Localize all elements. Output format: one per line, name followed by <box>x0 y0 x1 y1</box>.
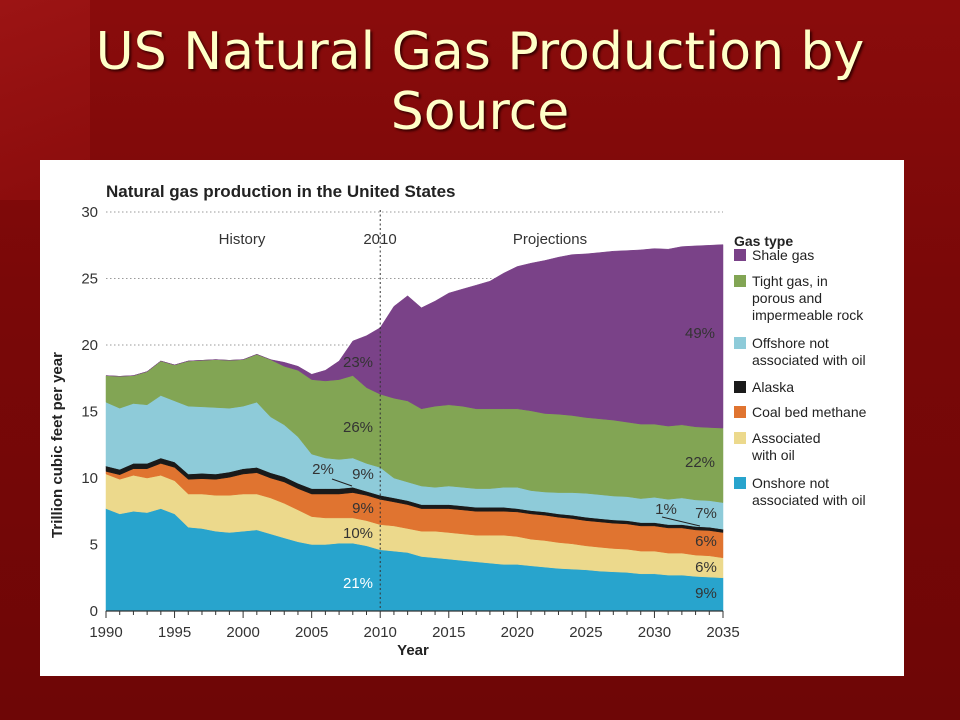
alaska-2010-leader-line <box>331 478 353 487</box>
slide-title-line-2: Source <box>390 82 570 142</box>
pct-2010-coalbed: 9% <box>352 500 374 517</box>
y-tick-label: 5 <box>90 537 98 554</box>
y-tick-label: 15 <box>81 404 98 421</box>
pct-2035-tight: 22% <box>685 454 715 471</box>
legend-swatch-associated <box>734 432 746 444</box>
pct-2035-shale: 49% <box>685 325 715 342</box>
y-tick-label: 30 <box>81 204 98 221</box>
legend-label-offshore: associated with oil <box>752 352 866 368</box>
pct-2035-alaska: 1% <box>655 501 677 518</box>
x-axis-label: Year <box>397 642 429 659</box>
percent-labels: 23% 26% 9% 2% 9% 10% 21% 49% 22% 7% 1% 6% 6% 9% <box>312 325 717 602</box>
pct-2010-offshore: 9% <box>352 466 374 483</box>
x-tick-label: 2035 <box>706 624 739 641</box>
legend-label-shale: Shale gas <box>752 247 814 263</box>
alaska-2035-leader-line <box>661 516 701 527</box>
pct-2035-coalbed: 6% <box>695 533 717 550</box>
legend-swatch-tight <box>734 275 746 287</box>
pct-2010-alaska: 2% <box>312 461 334 478</box>
pct-2035-offshore: 7% <box>695 505 717 522</box>
legend-label-tight: impermeable rock <box>752 307 864 323</box>
legend-label-associated: with oil <box>751 447 795 463</box>
legend-swatch-alaska <box>734 381 746 393</box>
x-tick-label: 2010 <box>364 624 397 641</box>
x-tick-label: 1995 <box>158 624 191 641</box>
pct-2010-onshore: 21% <box>343 575 373 592</box>
pct-2035-associated: 6% <box>695 559 717 576</box>
x-tick-label: 1990 <box>89 624 122 641</box>
legend-swatch-onshore <box>734 477 746 489</box>
legend-label-offshore: Offshore not <box>752 335 829 351</box>
legend-swatch-offshore <box>734 337 746 349</box>
projections-label: Projections <box>513 231 587 248</box>
x-tick-label: 2015 <box>432 624 465 641</box>
legend-label-tight: Tight gas, in <box>752 273 828 289</box>
area-shale <box>105 244 724 429</box>
legend-title: Gas type <box>734 233 793 249</box>
y-axis-label: Trillion cubic feet per year <box>49 352 66 538</box>
x-tick-label: 2025 <box>569 624 602 641</box>
divider-year-label: 2010 <box>363 231 396 248</box>
pct-2010-associated: 10% <box>343 525 373 542</box>
area-series <box>105 244 724 612</box>
legend-label-coalbed: Coal bed methane <box>752 404 867 420</box>
chart-panel: Natural gas production in the United Sta… <box>40 160 904 676</box>
legend-swatch-coalbed <box>734 406 746 418</box>
y-tick-label: 20 <box>81 337 98 354</box>
history-label: History <box>219 231 266 248</box>
legend-label-onshore: Onshore not <box>752 475 829 491</box>
x-tick-label: 2020 <box>501 624 534 641</box>
slide-title: US Natural Gas Production by Source <box>0 22 960 142</box>
legend-label-associated: Associated <box>752 430 820 446</box>
x-tick-label: 2005 <box>295 624 328 641</box>
y-tick-label: 25 <box>81 271 98 288</box>
legend-swatch-shale <box>734 249 746 261</box>
x-tick-label: 2000 <box>226 624 259 641</box>
y-tick-label: 10 <box>81 470 98 487</box>
pct-2010-shale: 23% <box>343 354 373 371</box>
chart-title: Natural gas production in the United Sta… <box>106 182 455 201</box>
gas-production-chart: Natural gas production in the United Sta… <box>49 182 867 659</box>
y-tick-label: 0 <box>90 603 98 620</box>
legend-label-alaska: Alaska <box>752 379 794 395</box>
legend-label-onshore: associated with oil <box>752 492 866 508</box>
legend-label-tight: porous and <box>752 290 822 306</box>
pct-2010-tight: 26% <box>343 419 373 436</box>
slide-title-line-1: US Natural Gas Production by <box>95 22 865 82</box>
pct-2035-onshore: 9% <box>695 585 717 602</box>
x-tick-label: 2030 <box>638 624 671 641</box>
